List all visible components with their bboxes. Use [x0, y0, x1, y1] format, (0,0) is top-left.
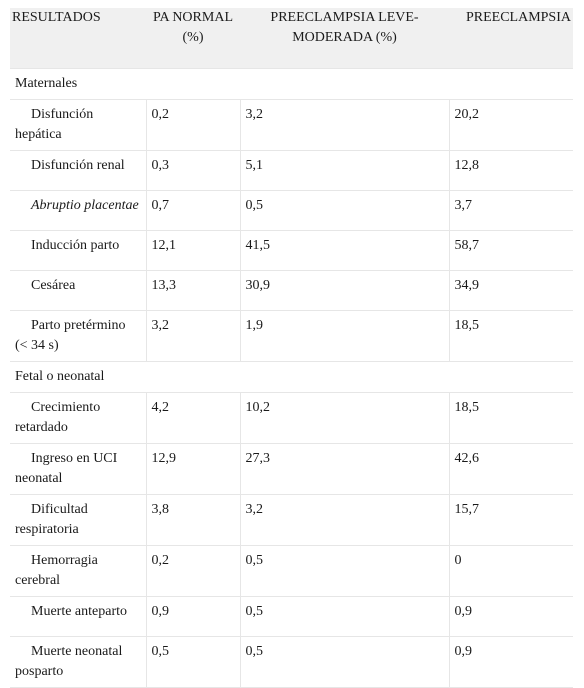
row-label: Disfunción renal: [31, 158, 125, 173]
value-preeclampsia: 58,7: [449, 230, 573, 271]
row-label-cell: Hemorragia cerebral: [10, 545, 147, 597]
header-preeclampsia: PREECLAMPSIA: [449, 8, 573, 69]
section-title: Fetal o neonatal: [10, 361, 573, 393]
value-preeclampsia: 0: [449, 545, 573, 597]
table-row: Disfunción renal 0,3 5,1 12,8: [10, 150, 573, 191]
value-preeclampsia-leve: 1,9: [240, 310, 450, 362]
section-title: Maternales: [10, 68, 573, 100]
value-pa-normal: 0,7: [146, 190, 241, 231]
value-preeclampsia: 18,5: [449, 392, 573, 444]
section-row: Fetal o neonatal: [10, 361, 573, 393]
value-preeclampsia: 42,6: [449, 443, 573, 495]
row-label-cell: Parto pretérmino (< 34 s): [10, 310, 147, 362]
row-label-cell: Ingreso en UCI neonatal: [10, 443, 147, 495]
value-preeclampsia-leve: 0,5: [240, 545, 450, 597]
value-pa-normal: 3,8: [146, 494, 241, 546]
table-row: Muerte anteparto 0,9 0,5 0,9: [10, 596, 573, 637]
row-label-cell: Abruptio placentae: [10, 190, 147, 231]
value-pa-normal: 0,3: [146, 150, 241, 191]
table-row: Abruptio placentae 0,7 0,5 3,7: [10, 190, 573, 231]
value-preeclampsia: 18,5: [449, 310, 573, 362]
value-preeclampsia-leve: 5,1: [240, 150, 450, 191]
value-preeclampsia: 0,9: [449, 596, 573, 637]
row-label-cell: Muerte anteparto: [10, 596, 147, 637]
table-row: Muerte neonatal posparto 0,5 0,5 0,9: [10, 636, 573, 688]
value-pa-normal: 3,2: [146, 310, 241, 362]
value-preeclampsia-leve: 0,5: [240, 190, 450, 231]
table-row: Cesárea 13,3 30,9 34,9: [10, 270, 573, 311]
value-pa-normal: 12,9: [146, 443, 241, 495]
table-row: Parto pretérmino (< 34 s) 3,2 1,9 18,5: [10, 310, 573, 362]
row-label: Cesárea: [31, 278, 76, 293]
value-preeclampsia-leve: 3,2: [240, 99, 450, 151]
row-label: Abruptio placentae: [31, 198, 139, 213]
value-pa-normal: 0,2: [146, 99, 241, 151]
row-label-cell: Disfunción renal: [10, 150, 147, 191]
section-row: Maternales: [10, 68, 573, 100]
value-pa-normal: 0,5: [146, 636, 241, 688]
row-label: Muerte anteparto: [31, 604, 128, 619]
row-label: Inducción parto: [31, 238, 120, 253]
value-preeclampsia-leve: 0,5: [240, 596, 450, 637]
value-preeclampsia: 12,8: [449, 150, 573, 191]
row-label-cell: Dificultad respiratoria: [10, 494, 147, 546]
row-label: Muerte neonatal posparto: [15, 644, 123, 679]
value-preeclampsia-leve: 27,3: [240, 443, 450, 495]
value-preeclampsia: 15,7: [449, 494, 573, 546]
row-label: Dificultad respiratoria: [15, 502, 88, 537]
row-label: Crecimiento retardado: [15, 400, 101, 435]
value-preeclampsia: 34,9: [449, 270, 573, 311]
row-label: Hemorragia cerebral: [15, 553, 98, 588]
value-preeclampsia: 0,9: [449, 636, 573, 688]
table-row: Inducción parto 12,1 41,5 58,7: [10, 230, 573, 271]
value-preeclampsia-leve: 10,2: [240, 392, 450, 444]
row-label-cell: Muerte neonatal posparto: [10, 636, 147, 688]
row-label-cell: Inducción parto: [10, 230, 147, 271]
value-pa-normal: 12,1: [146, 230, 241, 271]
row-label: Ingreso en UCI neonatal: [15, 451, 118, 486]
table-row: Hemorragia cerebral 0,2 0,5 0: [10, 545, 573, 597]
header-resultados: RESULTADOS: [10, 8, 146, 69]
header-row: RESULTADOS PA NORMAL (%) PREECLAMPSIA LE…: [10, 8, 573, 69]
table-row: Dificultad respiratoria 3,8 3,2 15,7: [10, 494, 573, 546]
value-pa-normal: 0,9: [146, 596, 241, 637]
value-preeclampsia-leve: 0,5: [240, 636, 450, 688]
value-preeclampsia: 3,7: [449, 190, 573, 231]
results-table: RESULTADOS PA NORMAL (%) PREECLAMPSIA LE…: [10, 8, 573, 688]
row-label-cell: Cesárea: [10, 270, 147, 311]
row-label: Disfunción hepática: [15, 107, 94, 142]
value-preeclampsia-leve: 3,2: [240, 494, 450, 546]
table-row: Ingreso en UCI neonatal 12,9 27,3 42,6: [10, 443, 573, 495]
row-label-cell: Disfunción hepática: [10, 99, 147, 151]
value-preeclampsia-leve: 41,5: [240, 230, 450, 271]
row-label: Parto pretérmino (< 34 s): [15, 318, 126, 353]
value-preeclampsia-leve: 30,9: [240, 270, 450, 311]
table-row: Disfunción hepática 0,2 3,2 20,2: [10, 99, 573, 151]
value-pa-normal: 13,3: [146, 270, 241, 311]
value-preeclampsia: 20,2: [449, 99, 573, 151]
value-pa-normal: 0,2: [146, 545, 241, 597]
table-row: Crecimiento retardado 4,2 10,2 18,5: [10, 392, 573, 444]
row-label-cell: Crecimiento retardado: [10, 392, 147, 444]
value-pa-normal: 4,2: [146, 392, 241, 444]
header-preeclampsia-leve: PREECLAMPSIA LEVE-MODERADA (%): [240, 8, 449, 69]
table-header: RESULTADOS PA NORMAL (%) PREECLAMPSIA LE…: [10, 8, 573, 69]
header-pa-normal: PA NORMAL (%): [146, 8, 240, 69]
table-body: Maternales Disfunción hepática 0,2 3,2 20,2 D…: [10, 68, 573, 688]
